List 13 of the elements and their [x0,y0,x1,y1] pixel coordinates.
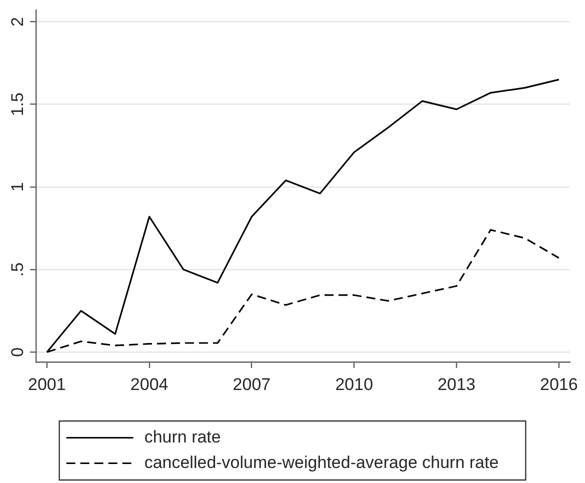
x-tick-label: 2001 [28,374,66,394]
y-tick-label: .5 [8,262,27,277]
x-tick-label: 2016 [540,374,578,394]
legend-label: churn rate [144,427,221,446]
legend-label: cancelled-volume-weighted-average churn rate [144,452,499,472]
y-tick-label: 2 [8,17,27,26]
x-tick-label: 2007 [232,374,271,394]
x-tick-label: 2013 [438,374,476,394]
y-tick-label: 1 [8,182,27,192]
y-tick-label: 0 [8,347,27,357]
y-tick-label: 1.5 [8,92,27,116]
x-tick-label: 2010 [335,374,374,394]
x-tick-label: 2004 [130,374,168,394]
